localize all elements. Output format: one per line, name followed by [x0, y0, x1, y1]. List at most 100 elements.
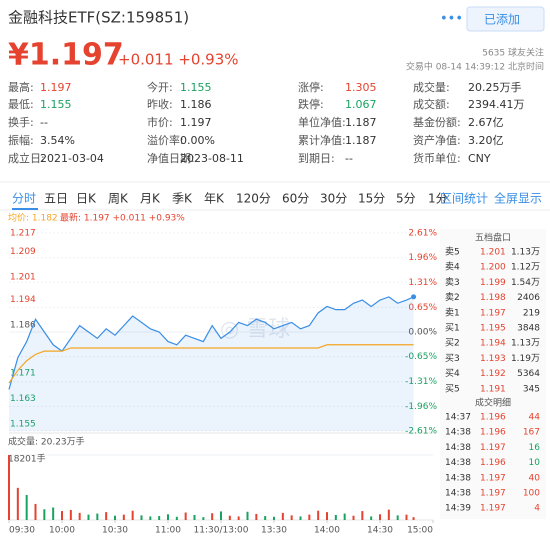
volume-bar	[61, 511, 63, 520]
ob-price: 1.193	[480, 354, 506, 364]
tab[interactable]: 15分	[358, 192, 385, 206]
order-book-title: 五档盘口	[475, 232, 511, 244]
stat-label: 跌停:	[298, 97, 324, 111]
y-tick-label: 1.155	[10, 420, 36, 430]
stat-label: 净值日期:	[147, 151, 195, 165]
tab[interactable]: 分时	[12, 192, 36, 206]
trade-qty: 40	[529, 473, 541, 483]
volume-bar	[281, 512, 284, 520]
title: 金融科技ETF(SZ:159851)	[8, 9, 189, 27]
y2-tick-label: 1.31%	[408, 278, 437, 288]
volume-bar	[114, 515, 116, 520]
tab[interactable]: 60分	[282, 192, 309, 206]
stat-value: 1.155	[40, 98, 72, 111]
volume-bar	[352, 515, 355, 520]
volume-bar	[211, 513, 214, 520]
x-tick-label: 15:00	[407, 526, 433, 536]
follow-button-text[interactable]: 已添加	[484, 13, 520, 27]
y2-tick-label: -2.61%	[405, 427, 437, 437]
more[interactable]: •••	[440, 12, 463, 27]
trade-price: 1.197	[480, 504, 506, 514]
volume-bar	[387, 509, 390, 520]
trade-time: 14:38	[445, 428, 471, 438]
y-tick-label: 1.163	[10, 394, 36, 404]
stat-value: 2394.41万	[468, 98, 525, 111]
stat-label: 成立日:	[8, 151, 45, 165]
volume-bar	[246, 511, 249, 520]
ob-price: 1.197	[480, 308, 506, 318]
volume-bar	[105, 512, 108, 520]
ob-label: 卖3	[445, 277, 460, 288]
trade-price: 1.196	[480, 458, 506, 468]
volume-bar	[317, 510, 320, 520]
stat-label: 基金份额:	[413, 115, 461, 129]
trade-time: 14:38	[445, 473, 471, 483]
tab[interactable]: 120分	[236, 192, 271, 206]
ob-price: 1.199	[480, 278, 506, 288]
y2-tick-label: 2.61%	[408, 229, 437, 239]
trade-price: 1.197	[480, 489, 506, 499]
volume-bar	[405, 514, 408, 520]
volume-bar	[149, 516, 152, 520]
ob-qty: 1.13万	[511, 339, 540, 349]
y2-tick-label: 0.65%	[408, 303, 437, 313]
trade-time: 14:39	[445, 504, 471, 514]
stat-value: 2023-08-11	[180, 152, 244, 165]
tool[interactable]: 区间统计	[440, 192, 488, 206]
status: 交易中 08-14 14:39:12 北京时间	[406, 61, 544, 73]
stat-value: 1.186	[180, 98, 212, 111]
tab[interactable]: 1分	[428, 192, 448, 206]
stat-label: 货币单位:	[413, 151, 461, 165]
volume-bar	[16, 487, 19, 520]
y-tick-label: 1.194	[10, 295, 36, 305]
price: ¥1.197	[8, 38, 124, 73]
tab[interactable]: 五日	[44, 192, 68, 206]
y-tick-label: 1.201	[10, 273, 36, 283]
stat-label: 换手:	[8, 115, 34, 129]
ob-price: 1.194	[480, 339, 506, 349]
tab[interactable]: 周K	[108, 192, 129, 206]
volume-bar	[52, 507, 55, 520]
y-tick-label: 1.186	[10, 321, 36, 331]
y-tick-label: 18201手	[8, 453, 46, 465]
ob-price: 1.195	[480, 324, 506, 334]
x-tick-label: 09:30	[9, 526, 35, 536]
tool[interactable]: 全屏显示	[494, 191, 542, 206]
tab[interactable]: 季K	[172, 192, 193, 206]
line-avg	[8, 344, 414, 384]
last-point	[411, 294, 417, 300]
stat-label: 单位净值:	[298, 115, 346, 129]
ob-price: 1.192	[480, 369, 506, 379]
stat-label: 成交额:	[413, 97, 450, 111]
x-tick-label: 11:00	[155, 526, 181, 536]
y2-tick-label: -0.65%	[405, 352, 437, 362]
tab[interactable]: 30分	[320, 192, 347, 206]
stat-label: 资产净值:	[413, 133, 461, 147]
ob-label: 买3	[445, 353, 460, 364]
tab[interactable]: 5分	[396, 192, 416, 206]
volume-bar	[140, 515, 143, 520]
volume-bar	[131, 510, 134, 520]
trades-title: 成交明细	[475, 397, 511, 409]
ob-price: 1.201	[480, 248, 506, 258]
volume-bar	[299, 516, 302, 520]
volume-bar	[326, 512, 328, 520]
volume-bar	[167, 514, 169, 520]
volume-bar	[8, 455, 10, 520]
stat-value: 2021-03-04	[40, 152, 104, 165]
y-tick-label: 1.217	[10, 229, 36, 239]
stat-label: 溢价率:	[147, 133, 184, 147]
followers: 5635 球友关注	[482, 47, 544, 59]
volume-bar	[96, 513, 99, 520]
stat-value: 1.187	[345, 116, 377, 129]
stat-label: 昨收:	[147, 97, 173, 111]
tab[interactable]: 年K	[204, 192, 225, 206]
follow-button[interactable]	[466, 6, 545, 32]
tab[interactable]: 日K	[76, 192, 97, 206]
trade-time: 14:38	[445, 458, 471, 468]
stat-value: 2.67亿	[468, 116, 504, 129]
volume-bar	[290, 515, 293, 520]
trade-time: 14:38	[445, 489, 471, 499]
tab[interactable]: 月K	[140, 192, 161, 206]
y2-tick-label: -1.31%	[405, 377, 437, 387]
